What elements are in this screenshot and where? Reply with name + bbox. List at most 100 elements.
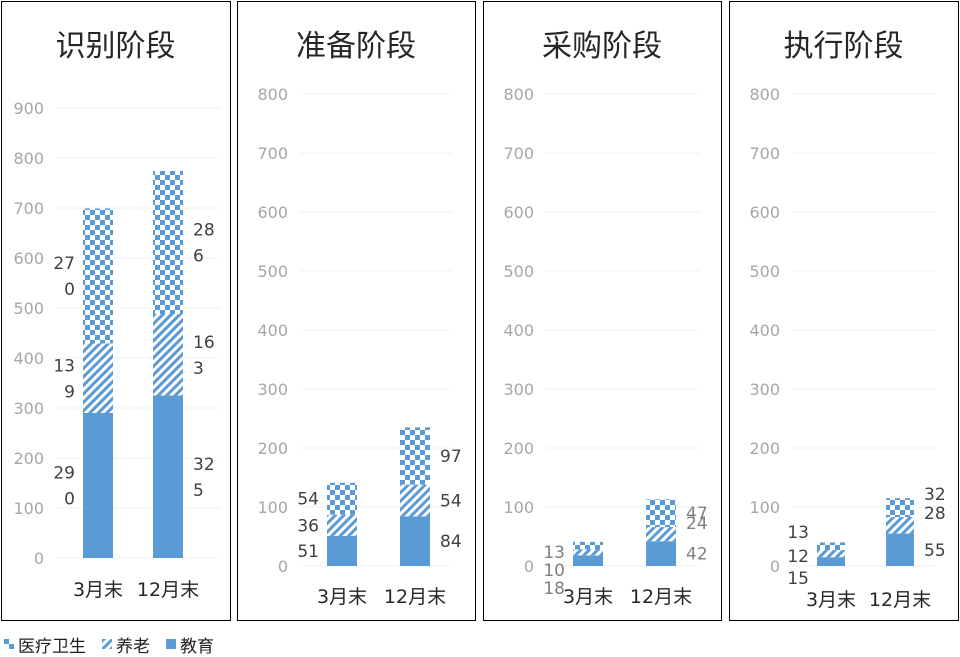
y-tick-label: 800: [749, 85, 780, 104]
x-tick-label: 3月末: [563, 586, 613, 608]
x-tick-label: 12月末: [137, 579, 199, 601]
data-label: 12: [787, 547, 809, 567]
bar-segment: [886, 517, 914, 534]
bar-segment: [327, 514, 357, 536]
data-label: 28: [924, 504, 946, 524]
legend-item-medical: 医疗卫生: [4, 632, 86, 657]
legend-item-pension: 养老: [102, 632, 150, 657]
y-tick-label: 700: [749, 144, 780, 163]
data-label: 54: [297, 490, 319, 510]
x-tick-label: 3月末: [806, 589, 856, 611]
chart-panel: 识别阶段 0 100 200 300 400 500 600 700 800 900 29 0 13 9 27…: [1, 1, 231, 621]
y-tick-label: 100: [257, 498, 288, 517]
data-label: 13: [543, 543, 565, 563]
y-tick-label: 300: [749, 380, 780, 399]
y-tick-label: 500: [503, 262, 534, 281]
chart-title: 识别阶段: [56, 29, 176, 64]
bar-segment: [573, 549, 603, 556]
data-label: 54: [440, 492, 462, 512]
legend-label: 养老: [116, 636, 150, 657]
data-label: 36: [297, 516, 319, 536]
chart-title: 采购阶段: [542, 29, 662, 64]
y-tick-label: 300: [257, 380, 288, 399]
bar-segment: [817, 550, 845, 558]
y-tick-label: 600: [13, 249, 44, 268]
data-label: 10: [543, 561, 565, 581]
y-tick-label: 200: [257, 439, 288, 458]
legend: 医疗卫生 养老 教育: [4, 632, 230, 657]
y-tick-label: 400: [503, 321, 534, 340]
data-label: 32: [924, 485, 946, 505]
x-tick-label: 12月末: [384, 586, 446, 608]
y-tick-label: 300: [13, 399, 44, 418]
y-tick-label: 300: [503, 380, 534, 399]
data-label: 5: [193, 481, 204, 501]
y-tick-label: 700: [257, 144, 288, 163]
bar-segment: [400, 427, 430, 485]
data-label: 55: [924, 541, 946, 561]
bar-segment: [817, 542, 845, 551]
diagonal-swatch-icon: [102, 639, 112, 649]
y-tick-label: 700: [13, 199, 44, 218]
y-tick-label: 100: [13, 499, 44, 518]
bar-segment: [83, 208, 113, 344]
data-label: 42: [686, 545, 708, 565]
y-tick-label: 0: [524, 557, 534, 576]
bar-segment: [573, 555, 603, 566]
y-tick-label: 0: [34, 549, 44, 568]
data-label: 16: [193, 333, 215, 353]
y-tick-label: 500: [257, 262, 288, 281]
x-tick-label: 12月末: [630, 586, 692, 608]
legend-item-education: 教育: [166, 632, 214, 657]
legend-label: 医疗卫生: [18, 636, 86, 657]
y-tick-label: 200: [503, 439, 534, 458]
chart-panel: 准备阶段 0 100 200 300 400 500 600 700 800 51 36 54 3月末 84…: [237, 1, 476, 621]
data-label: 13: [787, 523, 809, 543]
data-label: 15: [787, 569, 809, 589]
x-tick-label: 3月末: [73, 579, 123, 601]
y-tick-label: 400: [13, 349, 44, 368]
bar-segment: [153, 395, 183, 558]
chart-title: 执行阶段: [784, 29, 904, 64]
solid-swatch-icon: [166, 639, 176, 649]
y-tick-label: 100: [749, 498, 780, 517]
y-tick-label: 800: [257, 85, 288, 104]
bar-segment: [400, 484, 430, 517]
data-label: 47: [686, 504, 708, 524]
data-label: 13: [53, 356, 75, 376]
y-tick-label: 100: [503, 498, 534, 517]
bar-segment: [886, 533, 914, 566]
y-tick-label: 200: [749, 439, 780, 458]
y-tick-label: 900: [13, 99, 44, 118]
data-label: 6: [193, 247, 204, 267]
chart-title: 准备阶段: [296, 29, 416, 64]
data-label: 24: [686, 514, 708, 534]
y-tick-label: 800: [503, 85, 534, 104]
data-label: 0: [64, 490, 75, 510]
bar-segment: [573, 541, 603, 550]
data-label: 84: [440, 532, 462, 552]
y-tick-label: 500: [749, 262, 780, 281]
bar-segment: [327, 535, 357, 566]
y-tick-label: 400: [257, 321, 288, 340]
data-label: 18: [543, 579, 565, 599]
bar-segment: [817, 557, 845, 566]
data-label: 3: [193, 359, 204, 379]
panel-frame: [729, 1, 959, 621]
data-label: 29: [53, 464, 75, 484]
bar-segment: [646, 527, 676, 542]
x-tick-label: 12月末: [869, 589, 931, 611]
bar-segment: [83, 343, 113, 413]
legend-label: 教育: [180, 636, 214, 657]
y-tick-label: 600: [503, 203, 534, 222]
data-label: 32: [193, 455, 215, 475]
y-tick-label: 600: [257, 203, 288, 222]
bar-segment: [400, 516, 430, 566]
panel-frame: [483, 1, 722, 621]
x-tick-label: 3月末: [317, 586, 367, 608]
bar-segment: [327, 482, 357, 515]
data-label: 97: [440, 447, 462, 467]
